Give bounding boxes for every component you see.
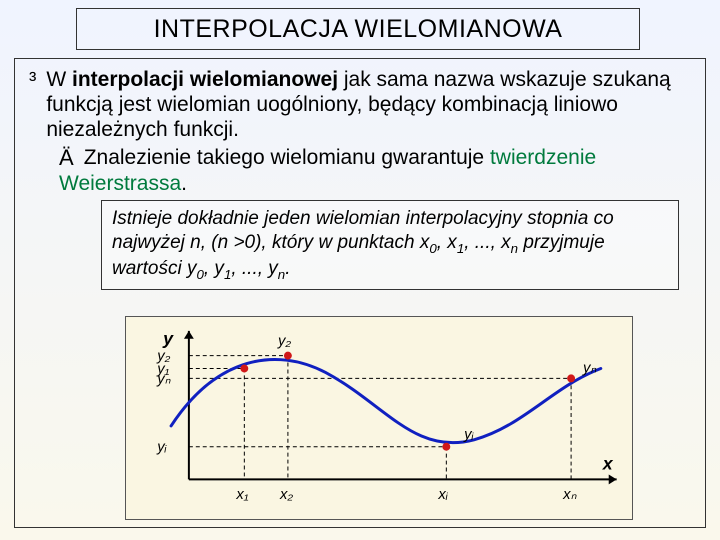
slide: INTERPOLACJA WIELOMIANOWA ³ W interpolac…: [0, 0, 720, 540]
svg-text:yᵢ: yᵢ: [156, 440, 167, 456]
main-bullet: ³ W interpolacji wielomianowej jak sama …: [29, 67, 689, 143]
content-box: ³ W interpolacji wielomianowej jak sama …: [14, 58, 706, 528]
svg-text:xᵢ: xᵢ: [437, 487, 448, 503]
svg-text:y: y: [162, 329, 174, 349]
svg-text:yᵢ: yᵢ: [463, 427, 474, 443]
chart-svg: yxx₁y₁x₂y₂xᵢyᵢxₙyₙyᵢyₙy₂: [126, 317, 632, 519]
svg-text:x: x: [602, 453, 614, 473]
sub-icon: Ä: [59, 145, 74, 171]
svg-text:y₂: y₂: [277, 334, 291, 350]
svg-text:x₂: x₂: [279, 487, 293, 503]
svg-text:yₙ: yₙ: [582, 360, 597, 376]
sub-text: Znalezienie takiego wielomianu gwarantuj…: [84, 145, 596, 170]
page-title: INTERPOLACJA WIELOMIANOWA: [154, 15, 563, 44]
svg-text:yₙ: yₙ: [156, 371, 171, 387]
theorem-box: Istnieje dokładnie jeden wielomian inter…: [101, 200, 679, 291]
svg-text:y₂: y₂: [156, 349, 170, 365]
title-box: INTERPOLACJA WIELOMIANOWA: [76, 8, 640, 50]
sub-continue: Weierstrassa.: [59, 171, 689, 196]
svg-text:x₁: x₁: [235, 487, 248, 503]
bullet-icon: ³: [29, 67, 36, 93]
sub-bullet: Ä Znalezienie takiego wielomianu gwarant…: [59, 145, 689, 171]
interpolation-chart: yxx₁y₁x₂y₂xᵢyᵢxₙyₙyᵢyₙy₂: [125, 316, 633, 520]
main-text: W interpolacji wielomianowej jak sama na…: [46, 67, 689, 143]
svg-text:xₙ: xₙ: [562, 487, 577, 503]
